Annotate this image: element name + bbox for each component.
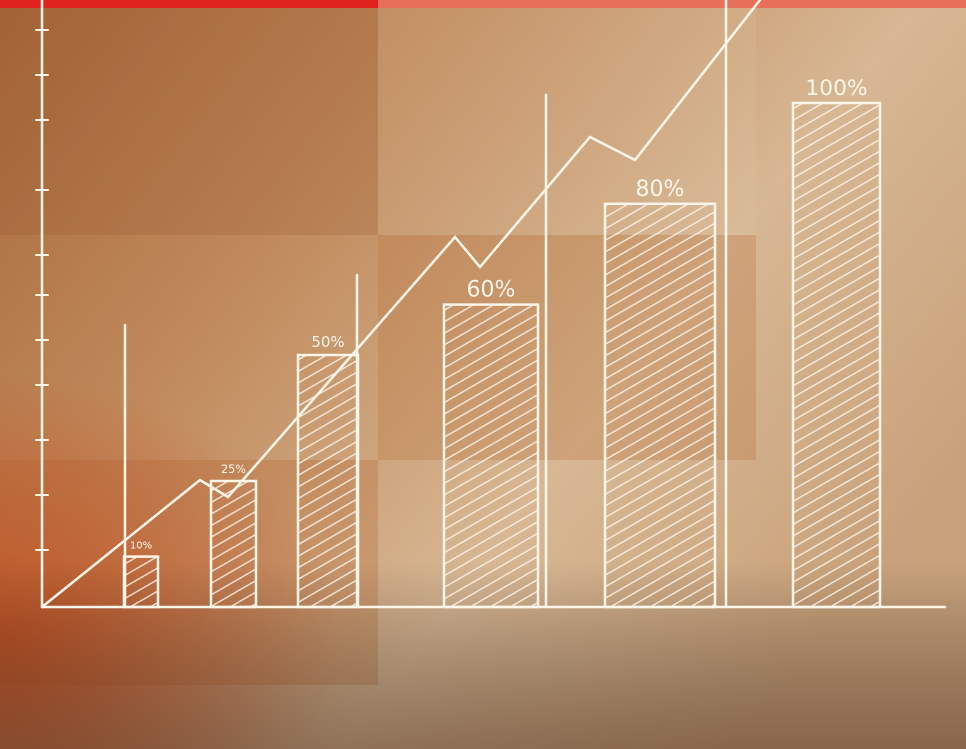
bar [209,479,258,609]
bar [791,101,882,609]
bar [296,353,360,609]
value-label: 80% [636,177,685,202]
value-label: 60% [467,278,516,303]
trend-line [40,0,762,609]
value-label: 100% [805,76,867,101]
top-bar [0,0,378,8]
value-label: 50% [311,333,344,351]
bar [603,202,717,609]
axis-notches [35,29,49,551]
top-bar [378,0,966,8]
bar [442,303,540,609]
value-label: 25% [221,463,246,476]
value-label: 10% [130,541,152,552]
bar [122,555,160,609]
